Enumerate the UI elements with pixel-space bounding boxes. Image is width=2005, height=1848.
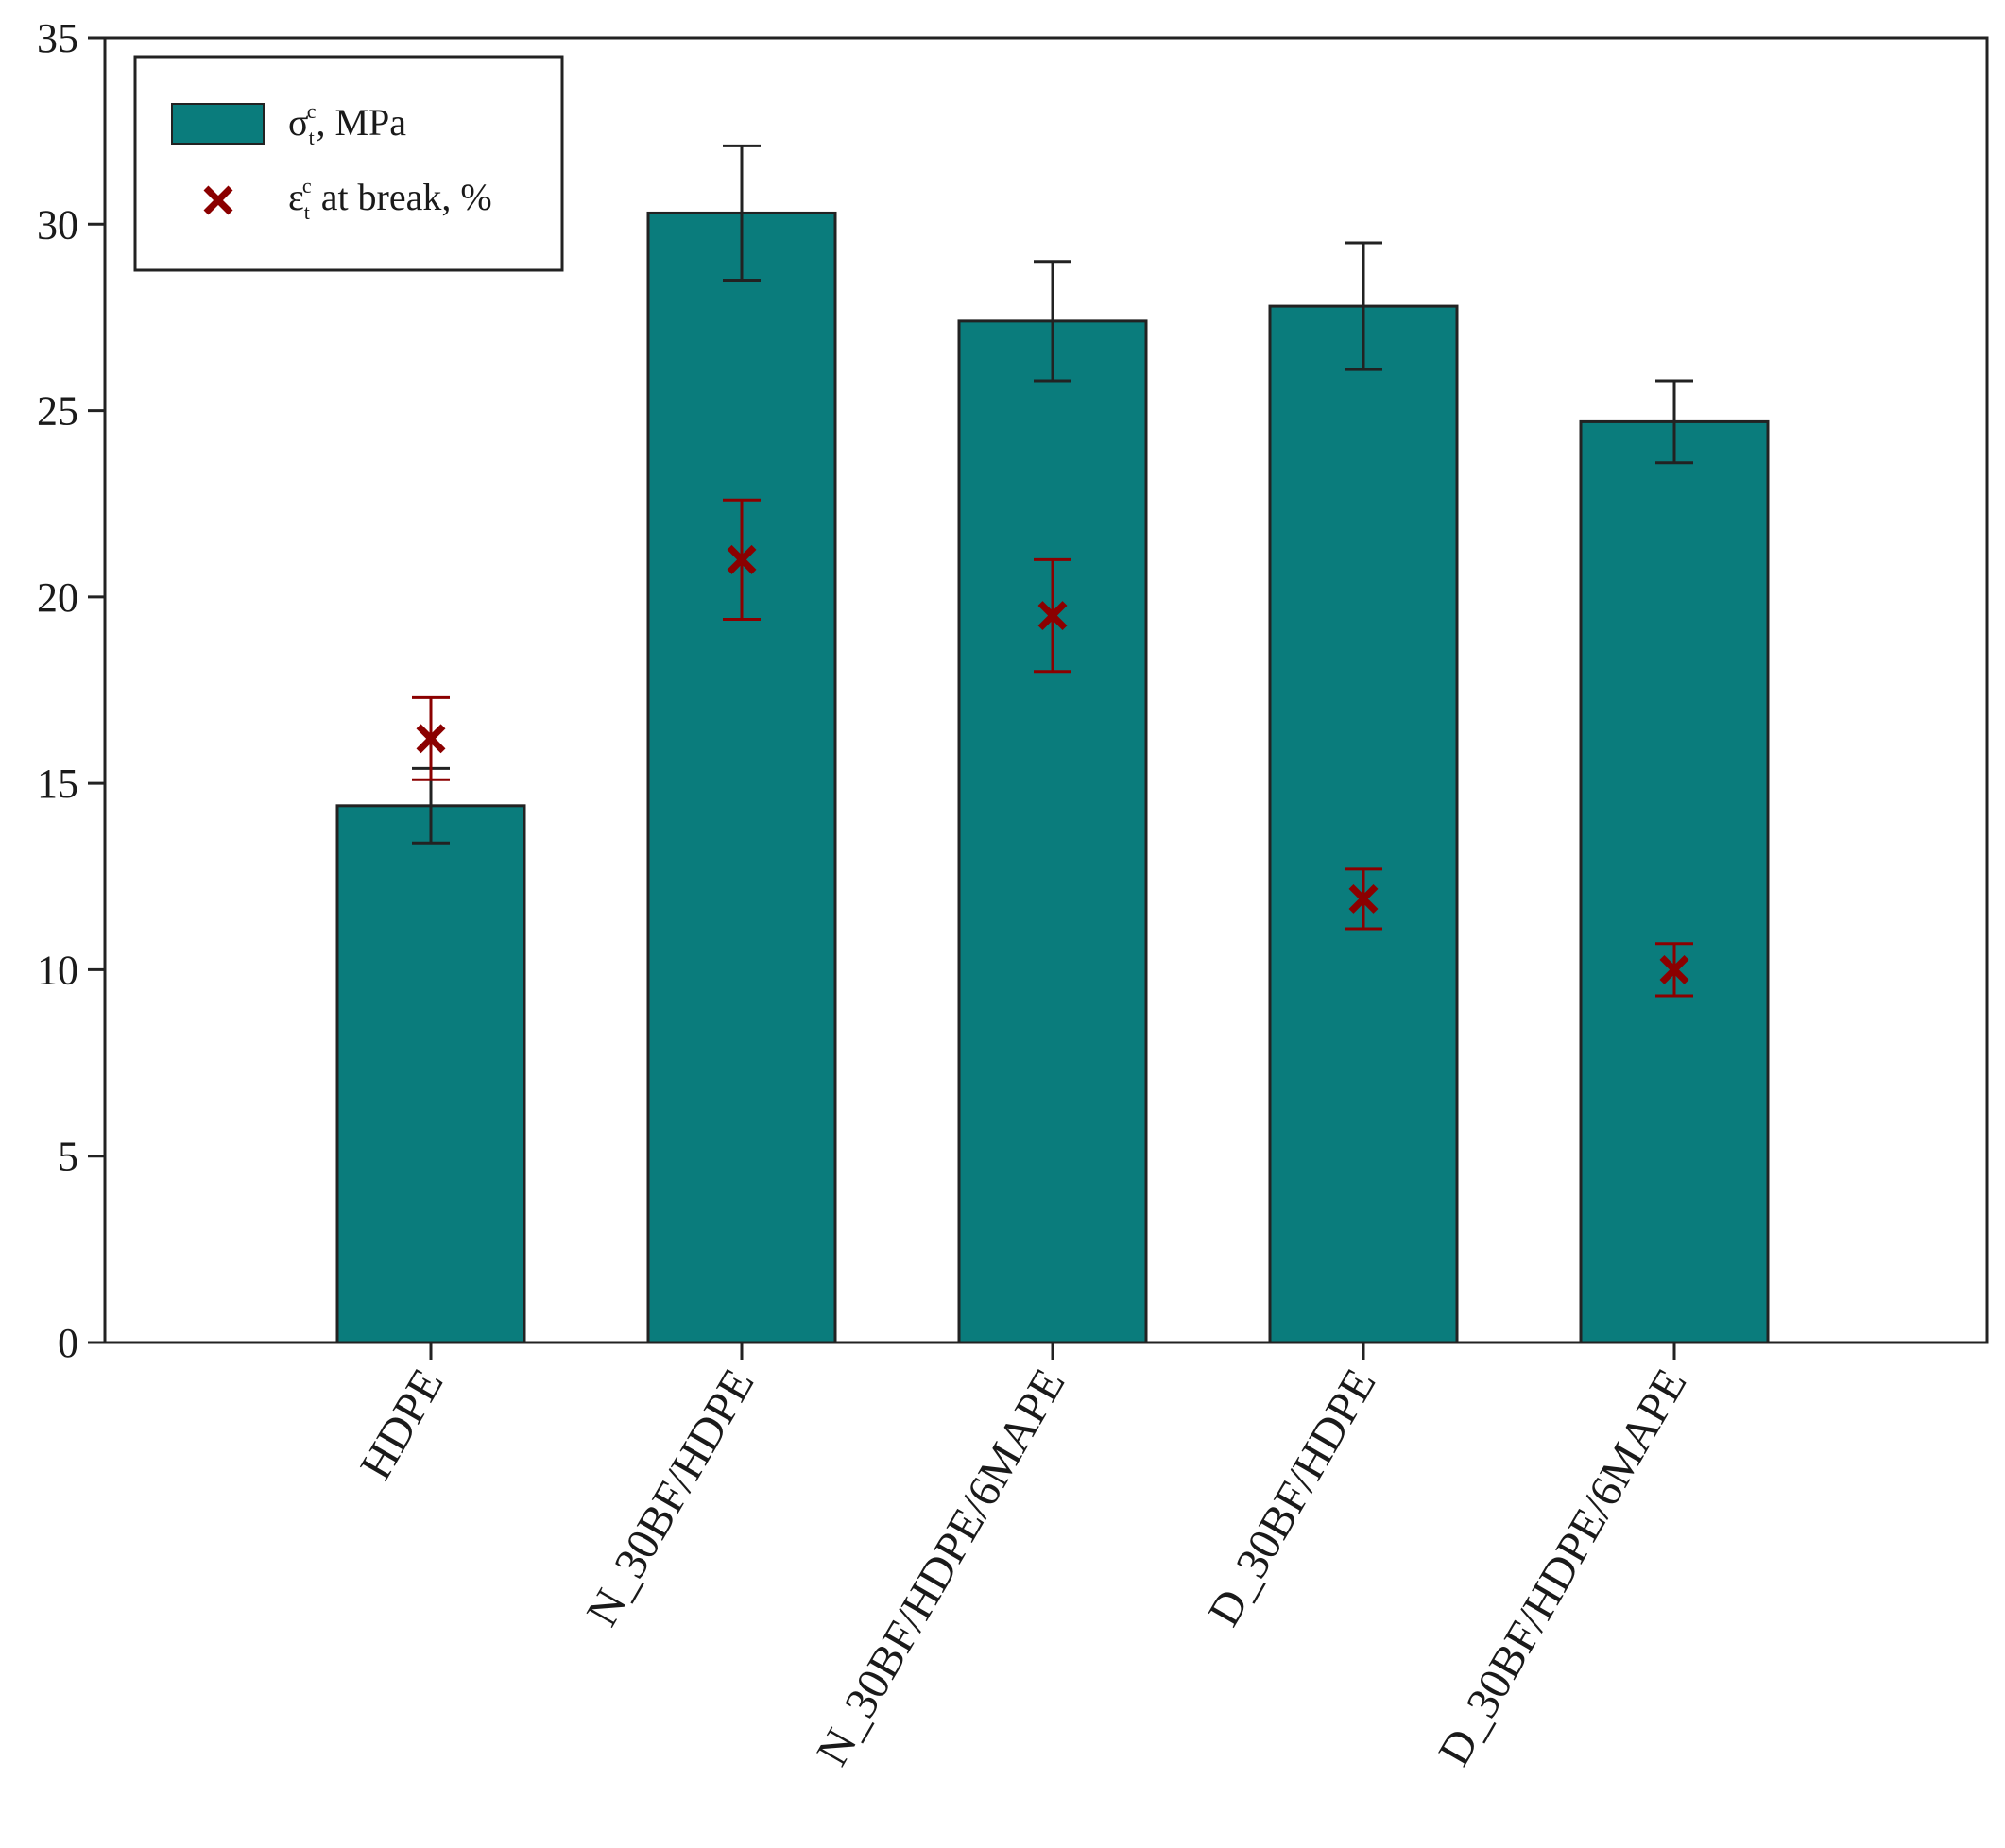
bar bbox=[957, 319, 1148, 1344]
x-category-label: N_30BF/HDPE bbox=[577, 1360, 764, 1634]
bar-error-bar bbox=[1655, 379, 1693, 465]
legend-label-point: εtc at break, % bbox=[288, 174, 492, 224]
legend-label-bar-sym: σ bbox=[288, 101, 309, 144]
bar-error-bar bbox=[723, 144, 761, 282]
x-category-label: N_30BF/HDPE/6MAPE bbox=[807, 1360, 1074, 1774]
bar bbox=[646, 211, 837, 1344]
bar bbox=[1579, 419, 1770, 1344]
legend-label-bar: σtc, MPa bbox=[288, 99, 406, 149]
y-tick-label: 20 bbox=[37, 574, 78, 621]
legend-label-bar-sup: c bbox=[307, 99, 317, 123]
y-tick-label: 15 bbox=[37, 761, 78, 807]
y-tick-label: 35 bbox=[37, 15, 78, 61]
bar bbox=[335, 804, 526, 1344]
bar-error-bar bbox=[1034, 260, 1071, 383]
x-marker bbox=[1659, 954, 1689, 984]
legend-label-bar-rest: , MPa bbox=[316, 101, 406, 144]
legend-label-bar-sub: t bbox=[309, 126, 315, 149]
x-category-label: D_30BF/HDPE/6MAPE bbox=[1429, 1360, 1696, 1774]
legend-box bbox=[133, 55, 564, 272]
x-axis: HDPE N_30BF/HDPE N_30BF/HDPE/6MAPE D_30BF/H… bbox=[351, 1343, 1697, 1774]
legend-label-point-rest: at break, % bbox=[312, 176, 492, 218]
legend-x-marker bbox=[203, 185, 233, 215]
x-marker bbox=[1348, 883, 1379, 914]
x-category-label: D_30BF/HDPE bbox=[1199, 1360, 1386, 1634]
y-tick-label: 5 bbox=[58, 1134, 78, 1180]
legend-label-point-sub: t bbox=[304, 200, 310, 224]
legend-label-point-sym: ε bbox=[288, 176, 304, 218]
y-tick-label: 10 bbox=[37, 947, 78, 993]
legend: σtc, MPa εtc at break, % bbox=[133, 55, 564, 272]
x-marker bbox=[416, 724, 446, 754]
legend-label-point-sup: c bbox=[302, 174, 312, 197]
x-marker bbox=[727, 544, 757, 574]
y-tick-label: 25 bbox=[37, 388, 78, 435]
x-category-label: HDPE bbox=[351, 1360, 454, 1488]
y-axis: 0 5 10 15 20 25 30 35 bbox=[37, 15, 105, 1366]
x-marker bbox=[1037, 601, 1068, 631]
bar-error-bar bbox=[1345, 241, 1382, 371]
bar bbox=[1268, 304, 1459, 1344]
y-tick-label: 30 bbox=[37, 201, 78, 248]
bar-series bbox=[335, 144, 1770, 1344]
legend-bar-swatch bbox=[171, 103, 265, 145]
point-series bbox=[412, 498, 1693, 998]
y-tick-label: 0 bbox=[58, 1320, 78, 1366]
